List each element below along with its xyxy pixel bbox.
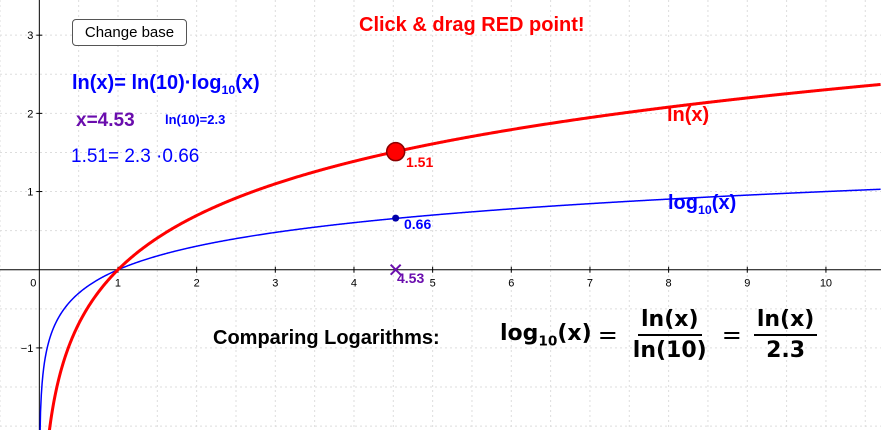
x-readout: x=4.53: [76, 110, 135, 131]
x-tick-label: 4: [351, 278, 357, 290]
y-tick-label: 1: [27, 187, 33, 199]
fraction-denominator: 2.3: [766, 338, 806, 363]
log10-curve: [39, 188, 881, 430]
ln10-readout: ln(10)=2.3: [165, 112, 226, 127]
equals-sign: =: [597, 321, 618, 349]
log-label-post: (x): [711, 192, 737, 214]
x-tick-label: 1: [115, 278, 121, 290]
y-tick-label: 3: [27, 30, 33, 42]
log-label-pre: log: [668, 192, 698, 214]
change-base-button[interactable]: Change base: [72, 19, 187, 46]
x-marker: [389, 264, 402, 276]
identity-formula: ln(x)= ln(10)·log10(x): [72, 72, 260, 97]
ln-value-label: 1.51: [406, 154, 434, 170]
red-draggable-point[interactable]: [385, 141, 406, 162]
identity-sub: 10: [221, 83, 236, 97]
formula-lhs: log10(x): [500, 320, 592, 350]
fraction-ln10: ln(x) ln(10): [630, 307, 710, 363]
x-tick-label: 8: [666, 278, 672, 290]
x-tick-label: 7: [587, 278, 593, 290]
x-tick-label: 3: [272, 278, 278, 290]
x-value-label: 4.53: [397, 270, 425, 286]
log-curve-label: log10(x): [668, 192, 736, 217]
product-readout: 1.51= 2.3 ·0.66: [71, 146, 200, 167]
fraction-numeric: ln(x) 2.3: [753, 307, 818, 363]
x-tick-label: 10: [820, 278, 832, 290]
instruction-text: Click & drag RED point!: [359, 14, 585, 36]
ln-curve-label: ln(x): [667, 104, 710, 126]
y-tick-label: −1: [21, 343, 34, 355]
fraction-denominator: ln(10): [632, 338, 707, 363]
tick-labels: 0 1 2 3 4 5 6 7 8 9 10 −1 1 2 3: [21, 30, 832, 355]
identity-rhs: (x): [235, 72, 260, 94]
equals-sign: =: [721, 321, 742, 349]
identity-lhs: ln(x)= ln(10)·log: [72, 72, 222, 94]
comparison-formula: log10(x) = ln(x) ln(10) = ln(x) 2.3: [500, 300, 823, 370]
x-tick-label: 9: [744, 278, 750, 290]
log-value-label: 0.66: [404, 216, 432, 232]
x-tick-label: 0: [30, 278, 36, 290]
ln-curve: [47, 82, 881, 430]
x-tick-label: 5: [430, 278, 436, 290]
comparison-title: Comparing Logarithms:: [213, 327, 440, 349]
log-label-sub: 10: [698, 203, 712, 217]
x-tick-label: 2: [194, 278, 200, 290]
x-tick-label: 6: [508, 278, 514, 290]
fraction-numerator: ln(x): [638, 307, 702, 336]
y-tick-label: 2: [27, 108, 33, 120]
log-point: [392, 214, 400, 222]
fraction-numerator: ln(x): [753, 307, 818, 336]
